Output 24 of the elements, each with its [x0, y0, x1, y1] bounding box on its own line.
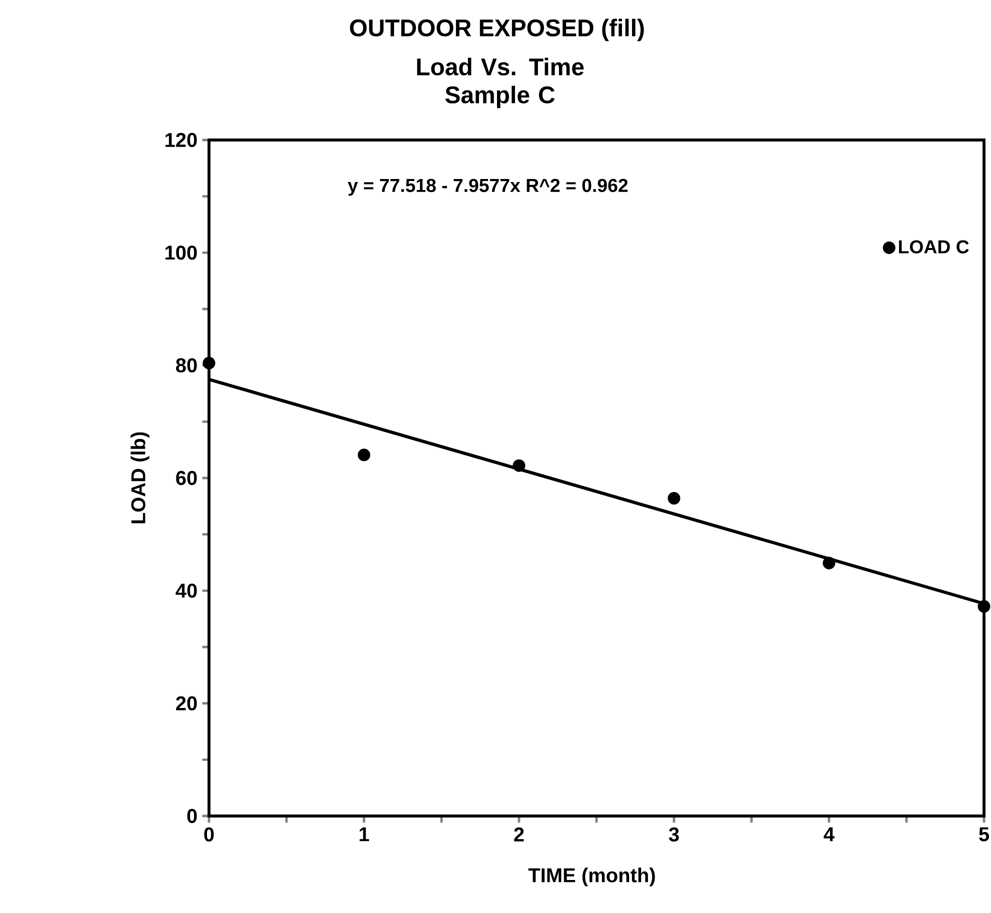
x-tick-label: 1	[360, 827, 370, 842]
x-tick-label: 4	[824, 827, 834, 842]
y-tick-label: 60	[176, 470, 197, 486]
point	[822, 556, 836, 570]
point	[668, 492, 680, 505]
point	[512, 459, 526, 472]
y-tick-label: 40	[176, 584, 197, 598]
x-tick-label: 3	[668, 827, 679, 842]
y-tick-label: 0	[187, 808, 197, 824]
chart-title: OUTDOOR EXPOSED (fill)	[350, 18, 644, 42]
x-tick-label: 5	[979, 827, 990, 842]
y-tick-label: 120	[166, 132, 197, 148]
point	[202, 356, 216, 370]
y-tick-label: 100	[166, 246, 197, 260]
chart-subtitle: Load Vs. Time Sample C	[417, 58, 584, 108]
legend-label: LOAD C	[899, 240, 969, 254]
x-tick-label: 2	[514, 827, 524, 842]
point	[358, 448, 370, 462]
y-axis-title: LOAD (lb)	[130, 432, 150, 524]
x-tick-label: 0	[204, 827, 214, 842]
y-tick-label: 80	[176, 358, 197, 372]
x-axis-title: TIME (month)	[528, 868, 655, 886]
y-tick-label: 20	[176, 696, 197, 710]
annotation: y = 77.518 - 7.9577x R^2 = 0.962	[348, 178, 628, 196]
